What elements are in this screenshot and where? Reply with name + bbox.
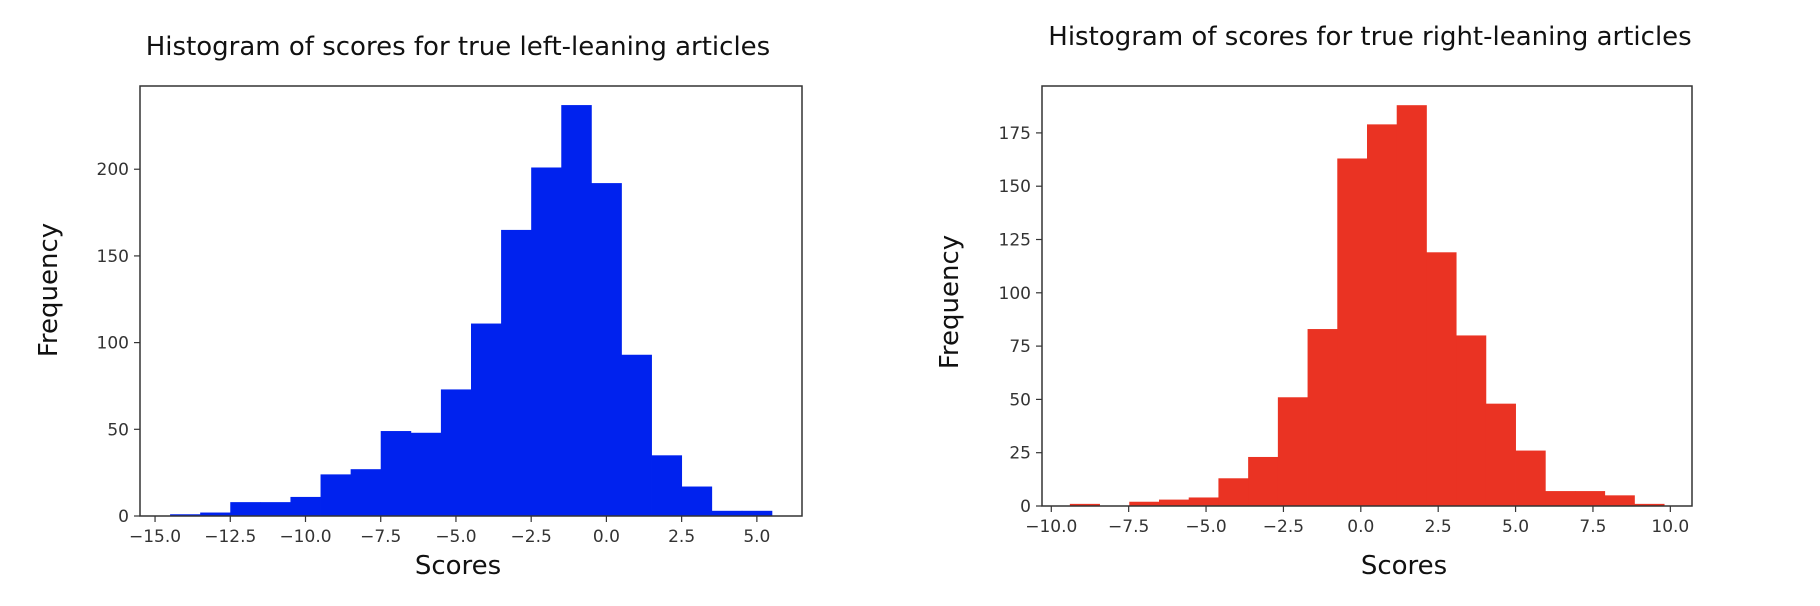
left-bar [260,502,291,516]
right-x-tick-label: −10.0 [1025,517,1077,537]
left-bar [651,455,683,516]
left-chart: Histogram of scores for true left-leanin… [34,32,803,581]
left-bar [501,229,532,516]
right-y-tick-label: 150 [999,177,1031,197]
right-bar [1485,403,1516,506]
left-x-tick-label: 2.5 [668,527,695,547]
right-bars [1069,105,1665,507]
left-bar [681,486,713,516]
left-y-tick-label: 200 [97,160,129,180]
left-x-tick-label: 0.0 [593,527,620,547]
right-y-tick-label: 175 [999,124,1031,144]
right-bar [1575,491,1606,506]
right-bar [1515,450,1546,506]
left-bar [170,514,201,516]
right-y-tick-label: 0 [1020,497,1031,517]
left-y-tick-label: 50 [107,420,129,440]
right-y-axis-label: Frequency [935,235,965,369]
right-bar [1545,491,1576,506]
left-bar [230,502,261,516]
right-bar [1129,501,1160,506]
right-bar [1337,158,1368,506]
right-y-tick-label: 25 [1009,444,1031,464]
right-bar [1307,329,1338,506]
right-x-tick-label: 5.0 [1502,517,1529,537]
left-bar [200,512,231,516]
left-x-tick-label: −7.5 [360,527,401,547]
left-x-tick-label: −2.5 [511,527,552,547]
left-bar [440,389,472,516]
left-plot-frame [139,85,803,517]
right-x-tick-label: 7.5 [1579,517,1606,537]
right-axes: −10.0 −7.5 −5.0 −2.5 0.0 2.5 5.0 7.5 10.0 0 25 50 75… [999,124,1690,537]
left-bar [621,354,652,516]
right-bar [1604,495,1635,506]
left-bar [741,510,773,516]
left-y-axis-label: Frequency [34,223,64,357]
left-bar [320,474,352,516]
right-x-tick-label: −2.5 [1263,517,1304,537]
right-y-tick-label: 50 [1009,390,1031,410]
left-bar [471,323,502,516]
right-y-tick-label: 125 [999,231,1031,251]
left-bar [531,167,562,516]
left-bar [711,510,743,516]
right-bar [1634,503,1665,506]
left-bar [290,496,321,516]
right-bar [1159,499,1190,506]
right-x-tick-label: −5.0 [1185,517,1226,537]
left-chart-title: Histogram of scores for true left-leanin… [146,32,770,62]
left-bar [350,469,382,516]
left-bar [561,105,592,517]
right-x-tick-label: 2.5 [1425,517,1452,537]
left-x-tick-label: −10.0 [279,527,331,547]
left-x-tick-label: 5.0 [743,527,770,547]
right-bar [1426,252,1457,506]
right-bar [1456,335,1487,506]
right-bar [1396,105,1427,507]
left-x-tick-label: −15.0 [129,527,181,547]
right-bar [1069,503,1100,506]
right-bar [1367,124,1398,506]
right-chart: Histogram of scores for true right-leani… [935,22,1693,581]
right-bar [1188,497,1219,506]
left-bar [380,431,412,516]
left-x-tick-label: −5.0 [435,527,476,547]
right-x-axis-label: Scores [1361,551,1447,581]
right-x-tick-label: 0.0 [1347,517,1374,537]
right-x-tick-label: 10.0 [1651,517,1689,537]
right-bar [1277,397,1308,506]
left-bar [410,432,442,516]
left-y-tick-label: 0 [118,507,129,527]
left-y-tick-label: 150 [97,247,129,267]
left-bar [591,183,622,516]
right-x-tick-label: −7.5 [1108,517,1149,537]
right-plot-frame [1041,85,1693,507]
right-y-tick-label: 75 [1009,337,1031,357]
left-axes: −15.0 −12.5 −10.0 −7.5 −5.0 −2.5 0.0 2.5 5.0 0 50 1… [97,160,771,547]
left-y-tick-label: 100 [97,334,129,354]
left-bars [170,105,773,517]
right-bar [1248,456,1279,506]
right-bar [1218,478,1249,506]
left-x-axis-label: Scores [415,551,501,581]
right-chart-title: Histogram of scores for true right-leani… [1048,22,1691,52]
right-y-tick-label: 100 [999,284,1031,304]
left-x-tick-label: −12.5 [204,527,256,547]
